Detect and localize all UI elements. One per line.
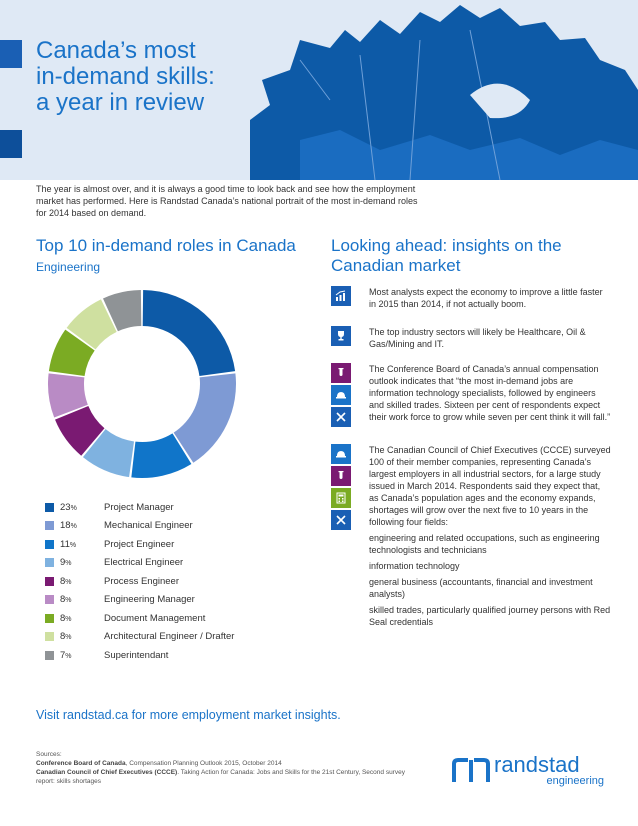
insights-heading: Looking ahead: insights on the Canadian …	[331, 236, 562, 275]
field-engineering: engineering and related occupations, suc…	[369, 533, 600, 555]
legend-swatch	[45, 539, 54, 549]
donut-slice-8	[66, 299, 117, 350]
tools-icon	[331, 510, 351, 530]
hero-banner	[0, 0, 638, 180]
donut-slice-2	[173, 373, 236, 463]
legend-label: Superintendant	[104, 649, 169, 661]
legend-item: 7% Superintendant	[45, 646, 305, 665]
legend-item: 8% Architectural Engineer / Drafter	[45, 628, 305, 647]
legend-swatch	[45, 650, 54, 660]
insight-1-text: Most analysts expect the economy to impr…	[369, 287, 603, 309]
calculator-icon	[331, 488, 351, 508]
source-1: Conference Board of Canada, Compensation…	[36, 760, 282, 767]
donut-slice-9	[103, 290, 142, 332]
sources-label: Sources:	[36, 751, 62, 758]
canada-map	[250, 5, 638, 180]
insight-3-icons	[331, 363, 353, 429]
insight-4-icons	[331, 444, 353, 632]
test-tube-icon	[331, 466, 351, 486]
field-trades: skilled trades, particularly qualified j…	[369, 605, 611, 627]
donut-slice-3	[131, 433, 192, 478]
legend-label: Mechanical Engineer	[104, 520, 193, 532]
logo-word: randstad	[494, 752, 580, 777]
legend-value: 23%	[60, 501, 77, 513]
donut-svg	[47, 290, 236, 478]
chart-growth-icon	[331, 286, 351, 306]
legend-label: Electrical Engineer	[104, 557, 184, 569]
roles-subheading: Engineering	[36, 260, 101, 274]
legend-swatch	[45, 521, 54, 531]
randstad-symbol-icon	[452, 758, 490, 782]
legend-item: 8% Process Engineer	[45, 572, 305, 591]
legend-value: 8%	[60, 631, 72, 643]
visit-prefix: Visit	[36, 708, 63, 722]
hard-hat-icon	[331, 444, 351, 464]
legend-value: 8%	[60, 612, 72, 624]
trophy-icon	[331, 326, 351, 346]
legend-swatch	[45, 613, 54, 623]
legend-value: 9%	[60, 557, 72, 569]
insight-2: The top industry sectors will likely be …	[331, 326, 611, 354]
legend-value: 11%	[60, 538, 77, 550]
chart-legend: 23% Project Manager 18% Mechanical Engineer…	[45, 498, 305, 665]
legend-value: 18%	[60, 520, 77, 532]
legend-value: 8%	[60, 594, 72, 606]
intro-text: The year is almost over, and it is alway…	[36, 184, 418, 218]
donut-slice-7	[48, 329, 95, 377]
legend-label: Document Management	[104, 612, 206, 624]
legend-label: Engineering Manager	[104, 594, 195, 606]
visit-line: Visit randstad.ca for more employment ma…	[36, 708, 341, 722]
legend-label: Project Manager	[104, 501, 174, 513]
donut-chart	[44, 286, 240, 482]
insight-4-text: The Canadian Council of Chief Executives…	[369, 445, 611, 527]
legend-item: 9% Electrical Engineer	[45, 554, 305, 573]
logo-sub: engineering	[546, 775, 605, 787]
sources: Sources: Conference Board of Canada, Com…	[36, 750, 416, 786]
legend-item: 18% Mechanical Engineer	[45, 517, 305, 536]
legend-item: 23% Project Manager	[45, 498, 305, 517]
tools-icon	[331, 407, 351, 427]
insight-1: Most analysts expect the economy to impr…	[331, 286, 611, 314]
legend-label: Process Engineer	[104, 575, 179, 587]
legend-item: 11% Project Engineer	[45, 535, 305, 554]
legend-label: Project Engineer	[104, 538, 175, 550]
legend-swatch	[45, 502, 54, 512]
roles-heading: Top 10 in-demand roles in Canada	[36, 236, 296, 255]
insight-3: The Conference Board of Canada’s annual …	[331, 363, 611, 429]
source-2: Canadian Council of Chief Executives (CC…	[36, 769, 405, 785]
insight-3-text: The Conference Board of Canada’s annual …	[369, 364, 611, 422]
visit-suffix: for more employment market insights.	[128, 708, 341, 722]
donut-slice-1	[142, 290, 236, 377]
insight-2-icons	[331, 326, 353, 354]
hard-hat-icon	[331, 385, 351, 405]
title-line-1: Canada’s most	[36, 37, 196, 64]
title-line-2: in-demand skills:	[36, 63, 215, 90]
insight-1-icons	[331, 286, 353, 314]
insight-2-text: The top industry sectors will likely be …	[369, 327, 586, 349]
legend-item: 8% Document Management	[45, 609, 305, 628]
legend-value: 7%	[60, 649, 72, 661]
legend-label: Architectural Engineer / Drafter	[104, 631, 235, 643]
test-tube-icon	[331, 363, 351, 383]
field-business: general business (accountants, financial…	[369, 577, 593, 599]
title-line-3: a year in review	[36, 89, 205, 116]
donut-slice-6	[47, 373, 88, 418]
visit-link[interactable]: randstad.ca	[62, 708, 129, 722]
legend-value: 8%	[60, 575, 72, 587]
legend-item: 8% Engineering Manager	[45, 591, 305, 610]
legend-swatch	[45, 576, 54, 586]
donut-slice-5	[55, 405, 105, 456]
side-tab-light	[0, 40, 22, 68]
insight-4: The Canadian Council of Chief Executives…	[331, 444, 611, 632]
page-title: Canada’s most in-demand skills: a year i…	[36, 38, 276, 116]
legend-swatch	[45, 595, 54, 605]
field-it: information technology	[369, 561, 460, 571]
randstad-logo: randstad engineering	[452, 752, 612, 792]
legend-swatch	[45, 558, 54, 568]
donut-slice-4	[82, 429, 135, 478]
legend-swatch	[45, 632, 54, 642]
side-tab-dark	[0, 130, 22, 158]
